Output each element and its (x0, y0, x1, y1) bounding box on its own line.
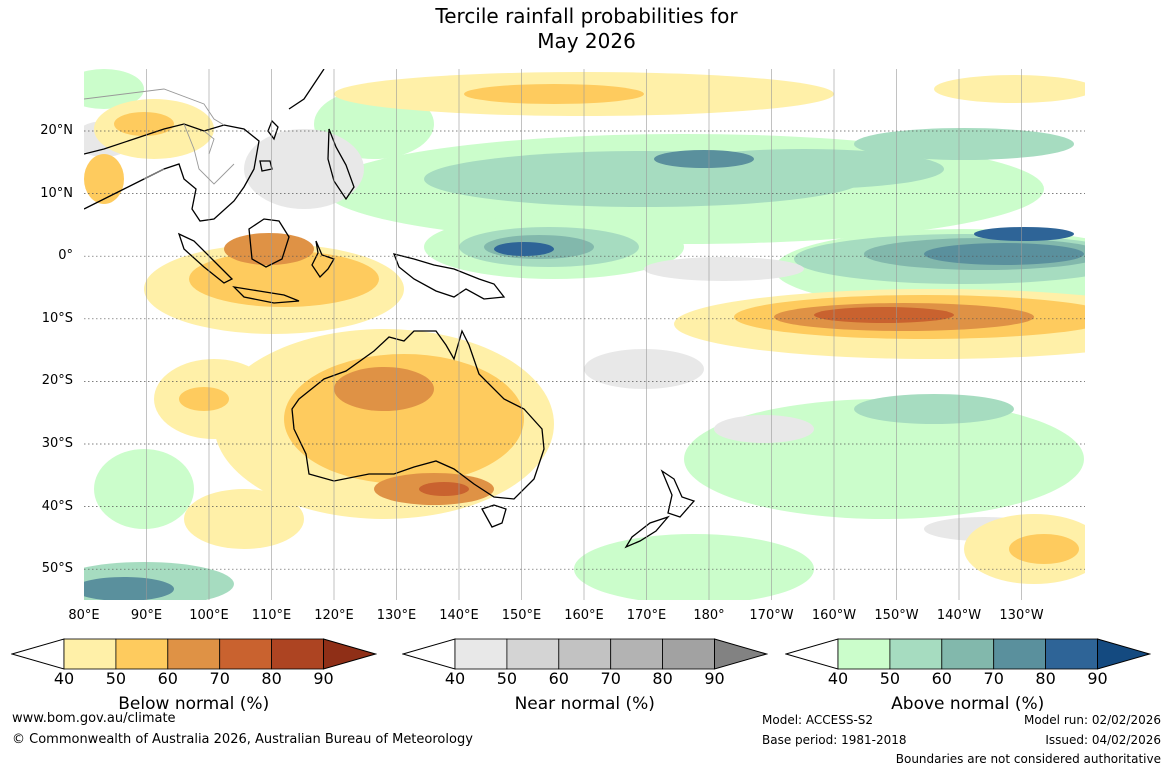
colorbar-segment (506, 638, 560, 670)
colorbar-tick-label: 70 (209, 669, 230, 688)
colorbar-under-triangle (785, 638, 839, 670)
colorbar-over-triangle (323, 638, 377, 670)
hainan-outline (259, 160, 273, 172)
colorbar-segment (610, 638, 663, 670)
issued-date: Issued: 04/02/2026 (1045, 733, 1161, 747)
copyright-text: © Commonwealth of Australia 2026, Austra… (12, 732, 473, 747)
latitude-label: 50°S (41, 561, 73, 577)
website-link[interactable]: www.bom.gov.au/climate (12, 711, 176, 726)
title-line-2: May 2026 (537, 29, 636, 53)
colorbar-over-triangle (1097, 638, 1151, 670)
above-normal-colorbar (785, 638, 1151, 670)
colorbar-segment (993, 638, 1046, 670)
longitude-label: 110°E (251, 608, 292, 623)
colorbar-tick-label: 80 (1035, 669, 1056, 688)
colorbar-segment (662, 638, 715, 670)
japan-outline (288, 69, 325, 110)
model-name: Model: ACCESS-S2 (762, 713, 874, 727)
borneo-outline (248, 218, 290, 268)
latitude-label: 0° (58, 248, 73, 264)
colorbar-tick-label: 50 (496, 669, 518, 688)
colorbar-segment (454, 638, 508, 670)
sulawesi-outline (311, 240, 335, 279)
colorbar-tick-label: 50 (879, 669, 901, 688)
longitude-label: 130°E (376, 608, 417, 623)
base-period: Base period: 1981-2018 (762, 733, 907, 747)
title-line-1: Tercile rainfall probabilities for (435, 4, 738, 28)
above-normal-legend-title: Above normal (%) (891, 694, 1045, 714)
longitude-label: 170°W (749, 608, 794, 623)
colorbar-tick-label: 50 (105, 669, 127, 688)
longitude-label: 160°E (564, 608, 604, 623)
colorbar-tick-label: 40 (53, 669, 75, 688)
latitude-label: 10°N (40, 185, 73, 201)
colorbar-segment (1045, 638, 1098, 670)
latitude-label: 10°S (41, 310, 73, 326)
colorbar-under-triangle (402, 638, 456, 670)
colorbar-segment (889, 638, 943, 670)
new-zealand-south-island (624, 515, 671, 549)
longitude-label: 120°E (314, 608, 354, 623)
longitude-label: 170°E (626, 608, 667, 623)
latitude-label: 40°S (41, 498, 73, 514)
longitude-label: 180° (693, 608, 725, 623)
colorbar-tick-label: 70 (600, 669, 621, 688)
sumatra-outline (177, 232, 234, 284)
colorbar-tick-label: 90 (1087, 669, 1108, 688)
near-normal-colorbar (402, 638, 768, 670)
australia-outline (291, 329, 545, 500)
below-normal-colorbar (11, 638, 377, 670)
longitude-label: 100°E (189, 608, 229, 623)
colorbar-over-triangle (714, 638, 768, 670)
colorbar-segment (167, 638, 221, 670)
colorbar-tick-label: 40 (827, 669, 849, 688)
colorbar-segment (219, 638, 272, 670)
longitude-label: 80°E (68, 608, 100, 623)
map-title: Tercile rainfall probabilities for May 2… (0, 4, 1173, 54)
colorbar-segment (837, 638, 891, 670)
colorbar-tick-label: 80 (261, 669, 282, 688)
philippines-outline (327, 128, 355, 201)
longitude-label: 90°E (130, 608, 163, 623)
tasmania-outline (481, 504, 507, 528)
colorbar-under-triangle (11, 638, 65, 670)
longitude-label: 140°E (439, 608, 479, 623)
colorbar-tick-label: 60 (931, 669, 952, 688)
colorbar-tick-label: 60 (548, 669, 569, 688)
probability-map (84, 69, 1085, 600)
colorbar-segment (63, 638, 117, 670)
colorbar-tick-label: 80 (652, 669, 673, 688)
longitude-label: 150°E (501, 608, 542, 623)
longitude-label: 150°W (874, 608, 919, 623)
new-guinea-outline (392, 253, 506, 300)
new-zealand-north-island (660, 469, 696, 518)
java-outline (232, 286, 300, 304)
graticule (84, 69, 1085, 600)
map-canvas (84, 69, 1085, 600)
latitude-label: 20°S (41, 373, 73, 389)
longitude-label: 140°W (936, 608, 982, 623)
colorbar-segment (115, 638, 169, 670)
taiwan-outline (267, 119, 279, 141)
latitude-label: 30°S (41, 436, 73, 451)
colorbar-segment (271, 638, 324, 670)
below-normal-legend-title: Below normal (%) (118, 694, 270, 714)
colorbar-segment (941, 638, 995, 670)
boundaries-disclaimer: Boundaries are not considered authoritat… (895, 752, 1161, 766)
longitude-label: 130°W (999, 608, 1044, 623)
country-borders (84, 88, 235, 185)
colorbar-tick-label: 60 (157, 669, 178, 688)
colorbar-segment (558, 638, 612, 670)
colorbar-tick-label: 90 (704, 669, 725, 688)
colorbar-tick-label: 40 (444, 669, 466, 688)
model-run-date: Model run: 02/02/2026 (1023, 713, 1161, 727)
near-normal-legend-title: Near normal (%) (514, 694, 655, 714)
colorbar-tick-label: 90 (313, 669, 334, 688)
longitude-label: 160°W (811, 608, 857, 623)
latitude-label: 20°N (40, 123, 73, 138)
colorbar-tick-label: 70 (983, 669, 1004, 688)
